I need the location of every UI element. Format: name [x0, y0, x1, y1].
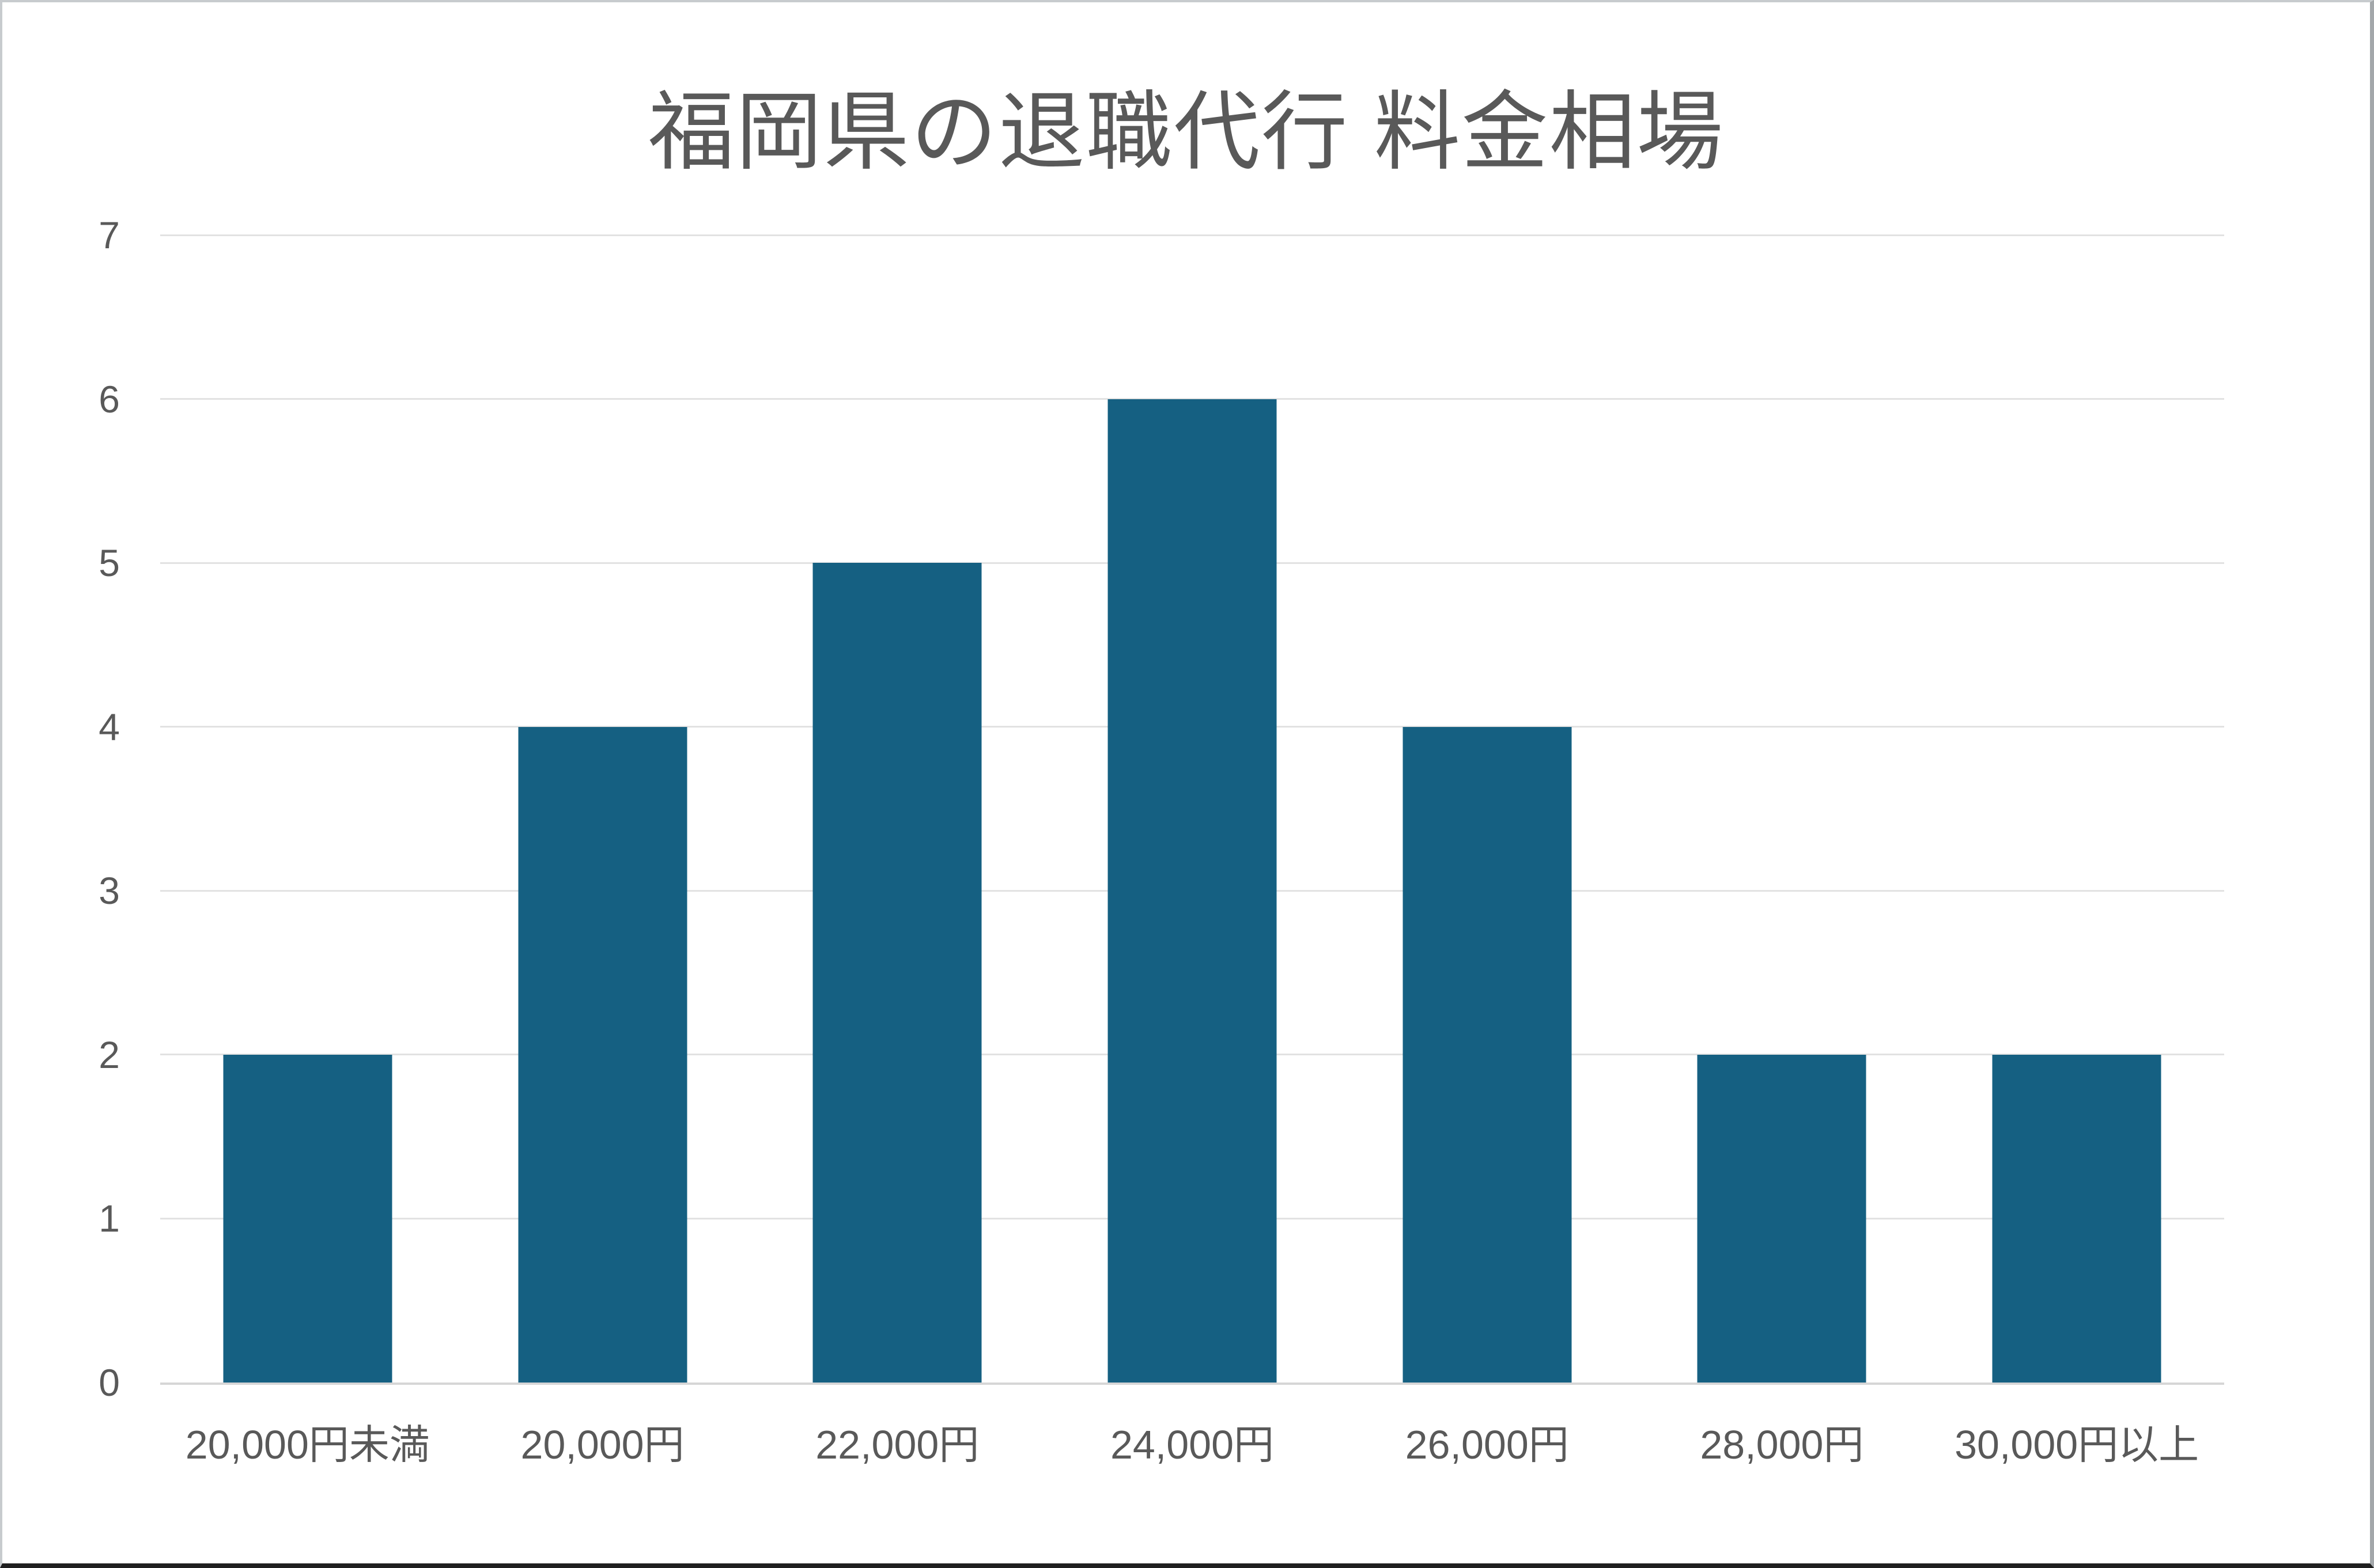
bar — [812, 563, 982, 1383]
y-axis-tick-label: 0 — [99, 1361, 120, 1404]
bar — [1107, 399, 1277, 1383]
y-axis-tick-label: 4 — [99, 705, 120, 748]
x-axis-category-label: 20,000円未満 — [185, 1422, 430, 1467]
x-axis-category-label: 26,000円 — [1405, 1422, 1569, 1467]
x-axis-category-label: 28,000円 — [1700, 1422, 1864, 1467]
x-axis-category-label: 22,000円 — [815, 1422, 980, 1467]
y-axis-tick-label: 1 — [99, 1197, 120, 1240]
x-axis-category-label: 20,000円 — [520, 1422, 685, 1467]
x-axis-category-label: 30,000円以上 — [1955, 1422, 2199, 1467]
bar — [1697, 1054, 1866, 1383]
y-axis-tick-label: 3 — [99, 869, 120, 912]
bar — [518, 726, 687, 1383]
y-axis-tick-label: 7 — [99, 214, 120, 256]
chart-title: 福岡県の退職代行 料金相場 — [648, 84, 1725, 180]
bar — [1992, 1054, 2161, 1383]
gridline — [160, 234, 2224, 236]
bar — [223, 1054, 392, 1383]
y-axis-tick-label: 5 — [99, 541, 120, 585]
plot-area: 0 1 2 3 4 5 6 7 20,000円未満 20,000円 22,000円 24,000円 26… — [99, 216, 2224, 1467]
bar — [1403, 726, 1572, 1383]
y-axis-tick-label: 6 — [99, 377, 120, 421]
x-axis-category-label: 24,000円 — [1110, 1422, 1275, 1467]
y-axis-tick-label: 2 — [99, 1033, 120, 1076]
